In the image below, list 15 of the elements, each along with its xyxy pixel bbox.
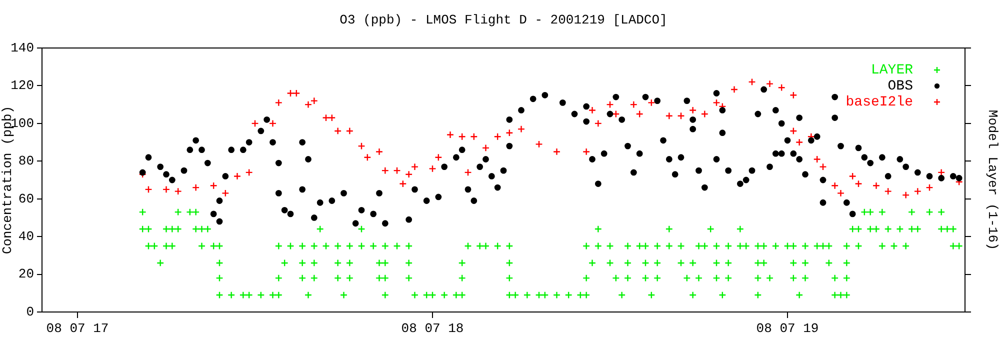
- y-tick-label: 80: [18, 154, 34, 169]
- y-tick-label: 0: [26, 304, 34, 320]
- x-tick-label: 08 07 19: [756, 321, 819, 336]
- legend-label: LAYER: [870, 62, 914, 79]
- y-tick-label: 40: [18, 229, 34, 244]
- y-tick-label: 140: [10, 40, 34, 56]
- y-tick-label: 60: [18, 191, 34, 206]
- chart-title: O3 (ppb) - LMOS Flight D - 2001219 [LADCO]: [340, 12, 668, 28]
- x-tick-label: 08 07 17: [46, 321, 109, 336]
- legend-label: baseI2le: [846, 94, 913, 111]
- legend-label: OBS: [888, 78, 913, 95]
- x-tick-label: 08 07 18: [401, 321, 464, 336]
- y-tick-label: 20: [18, 266, 34, 282]
- y-tick-label: 120: [10, 78, 34, 94]
- y2-axis-title: Model Layer (1-16): [984, 110, 1000, 250]
